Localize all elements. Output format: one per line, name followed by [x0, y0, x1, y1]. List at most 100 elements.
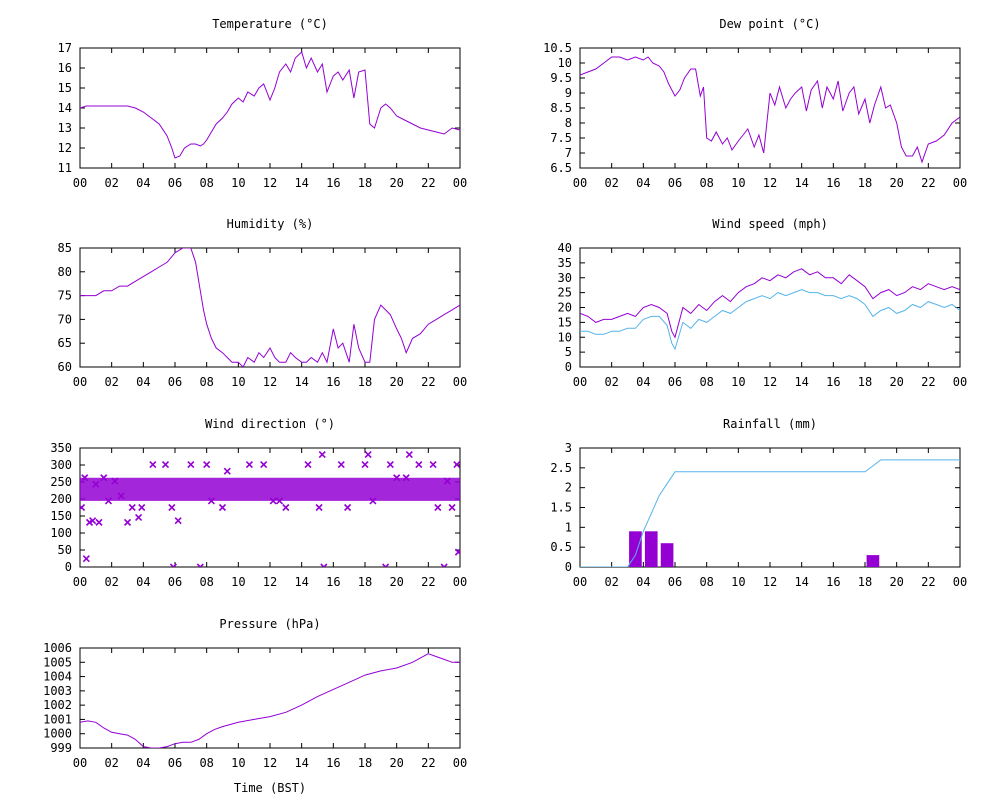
temperature-xtick-label: 18 [358, 176, 372, 190]
rainfall-xtick-label: 10 [731, 575, 745, 589]
wind-direction-point [448, 503, 456, 512]
humidity-title: Humidity (%) [227, 217, 314, 231]
rainfall-xtick-label: 02 [604, 575, 618, 589]
wind-direction-point [415, 460, 423, 469]
rainfall-ytick-label: 2.5 [550, 461, 572, 475]
dew-point-series-0-line [580, 56, 960, 164]
humidity-ytick-label: 85 [58, 241, 72, 255]
rainfall-ytick-label: 2 [565, 481, 572, 495]
dew-point-xtick-label: 20 [889, 176, 903, 190]
humidity-xtick-label: 02 [104, 375, 118, 389]
rainfall-xtick-label: 14 [794, 575, 808, 589]
rainfall-chart: Rainfall (mm)00 02 04 06 08 10 12 14 16 18 20 22 000… [550, 417, 967, 589]
rainfall-xtick-label: 18 [858, 575, 872, 589]
rainfall-series-0-line [580, 459, 960, 567]
temperature-xtick-label: 00 [453, 176, 467, 190]
wind-direction-point [223, 467, 231, 475]
wind-speed-ytick-label: 25 [558, 286, 572, 300]
wind-direction-xtick-label: 22 [421, 575, 435, 589]
dew-point-ytick-label: 7 [565, 146, 572, 160]
dew-point-xtick-label: 04 [636, 176, 650, 190]
dew-point-ytick-label: 8 [565, 116, 572, 130]
humidity-ytick-label: 80 [58, 265, 72, 279]
humidity-xtick-label: 22 [421, 375, 435, 389]
wind-direction-point [245, 460, 253, 469]
wind-direction-point [304, 460, 312, 469]
wind-direction-point [386, 460, 394, 469]
wind-direction-point [269, 497, 277, 505]
pressure-ytick-label: 1004 [43, 670, 72, 684]
wind-direction-point [123, 518, 132, 526]
humidity-chart: Humidity (%)00 02 04 06 08 10 12 14 16 18 20 22 0060… [58, 217, 468, 389]
rainfall-bar [866, 555, 880, 567]
wind-direction-point [196, 563, 204, 567]
humidity-xtick-label: 18 [358, 375, 372, 389]
wind-direction-point [405, 451, 413, 459]
pressure-xtick-label: 14 [294, 756, 308, 770]
dew-point-title: Dew point (°C) [719, 17, 820, 31]
temperature-xtick-label: 12 [263, 176, 277, 190]
temperature-plot-area [80, 51, 460, 159]
wind-direction-point [117, 492, 125, 500]
dew-point-xtick-label: 18 [858, 176, 872, 190]
wind-direction-xtick-label: 08 [199, 575, 213, 589]
pressure-xtick-label: 00 [453, 756, 467, 770]
pressure-xtick-label: 10 [231, 756, 245, 770]
wind-direction-point [429, 460, 437, 469]
wind-direction-point [161, 460, 170, 469]
dew-point-ytick-label: 8.5 [550, 101, 572, 115]
pressure-frame [79, 647, 461, 749]
temperature-ytick-label: 16 [58, 61, 72, 75]
wind-direction-point [364, 451, 372, 459]
wind-speed-xtick-label: 02 [604, 375, 618, 389]
wind-direction-xtick-label: 00 [453, 575, 467, 589]
wind-direction-point [203, 460, 211, 469]
wind-direction-point [275, 497, 284, 505]
temperature-xtick-label: 02 [104, 176, 118, 190]
dew-point-xtick-label: 12 [763, 176, 777, 190]
wind-speed-xtick-label: 22 [921, 375, 935, 389]
pressure-series-0-line [80, 653, 460, 748]
humidity-xtick-label: 10 [231, 375, 245, 389]
wind-direction-xtick-label: 14 [294, 575, 308, 589]
wind-direction-point [168, 503, 176, 512]
wind-speed-frame [579, 247, 961, 368]
humidity-frame [79, 247, 461, 368]
rainfall-xtick-label: 12 [763, 575, 777, 589]
wind-direction-ytick-label: 300 [50, 458, 72, 472]
pressure-xtick-label: 18 [358, 756, 372, 770]
dew-point-xtick-label: 02 [604, 176, 618, 190]
rainfall-bar [660, 543, 674, 567]
temperature-xtick-label: 04 [136, 176, 150, 190]
wind-speed-ytick-label: 20 [558, 301, 572, 315]
wind-direction-xtick-label: 04 [136, 575, 150, 589]
wind-speed-xtick-label: 20 [889, 375, 903, 389]
rainfall-xtick-label: 08 [699, 575, 713, 589]
pressure-chart: Pressure (hPa) 00 02 04 06 08 10 12 14 16 18 20 22 00… [43, 617, 467, 770]
dew-point-ytick-label: 9 [565, 86, 572, 100]
temperature-xtick-label: 06 [168, 176, 182, 190]
wind-direction-ytick-label: 100 [50, 526, 72, 540]
wind-direction-point [260, 460, 268, 469]
dew-point-ytick-label: 6.5 [550, 161, 572, 175]
dew-point-ytick-label: 10 [558, 56, 572, 70]
wind-direction-point [95, 518, 103, 526]
wind-speed-title: Wind speed (mph) [712, 217, 828, 231]
wind-speed-ytick-label: 0 [565, 360, 572, 374]
pressure-xtick-label: 22 [421, 756, 435, 770]
rainfall-ytick-label: 3 [565, 441, 572, 455]
temperature-title: Temperature (°C) [212, 17, 328, 31]
wind-direction-xtick-label: 20 [389, 575, 403, 589]
temperature-frame [79, 47, 461, 169]
dew-point-xtick-label: 08 [699, 176, 713, 190]
wind-direction-point [138, 503, 146, 512]
wind-direction-point [282, 503, 290, 512]
temperature-chart: Temperature (°C) 00 02 04 06 08 10 12 14 16 18 20 22… [58, 17, 468, 190]
temperature-xtick-label: 22 [421, 176, 435, 190]
wind-direction-point [454, 548, 460, 556]
wind-direction-ytick-label: 200 [50, 492, 72, 506]
pressure-xtick-label: 16 [326, 756, 340, 770]
wind-direction-point [440, 563, 448, 567]
pressure-xtick-label: 06 [168, 756, 182, 770]
